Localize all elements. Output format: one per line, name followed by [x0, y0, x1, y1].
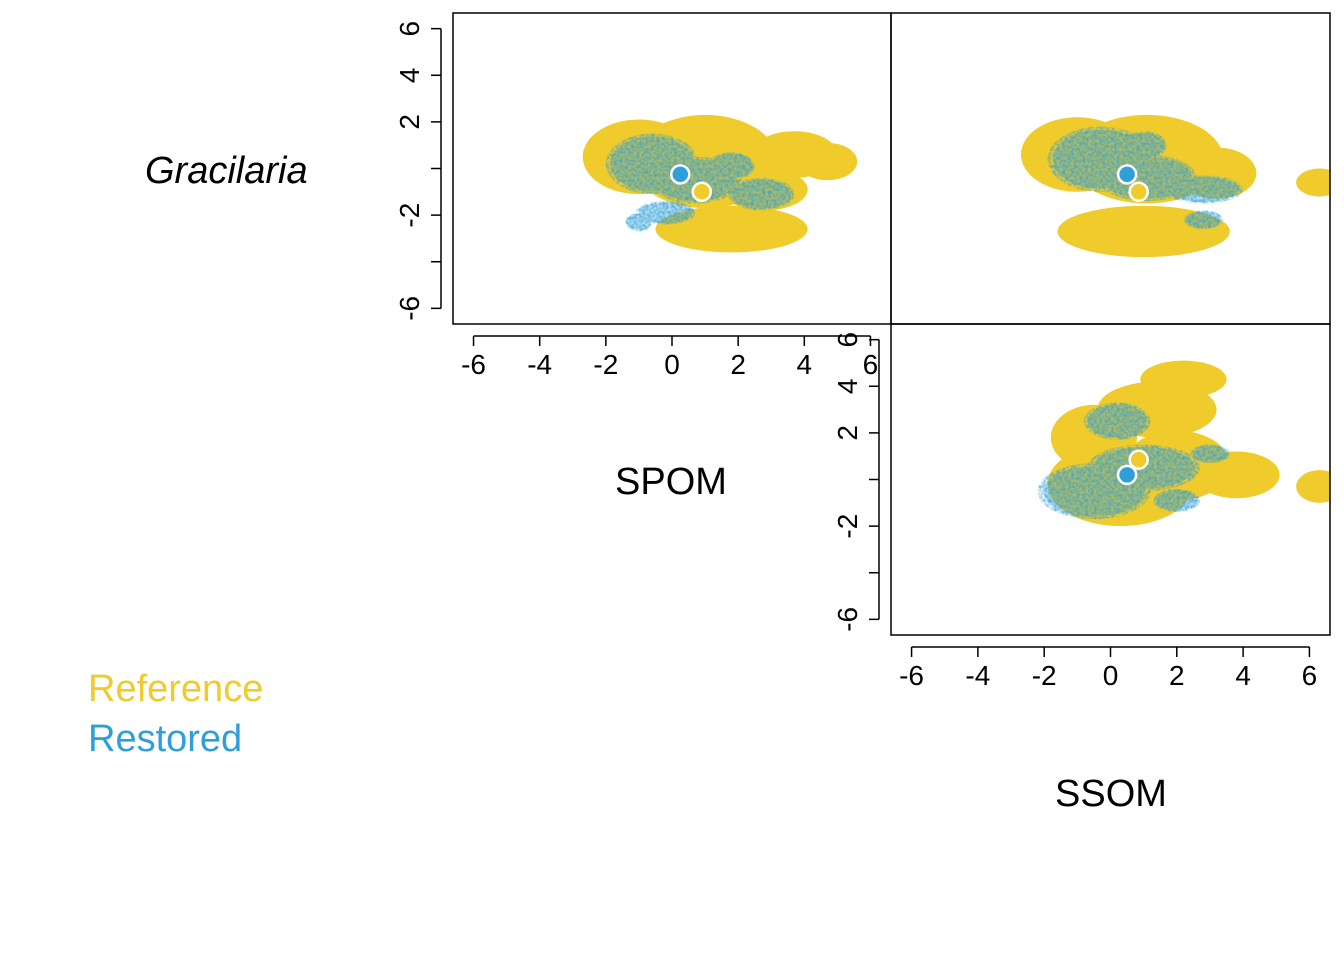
x-tick-label: 6: [1302, 660, 1318, 691]
density-blob-restored: [1120, 131, 1167, 160]
centroid-reference: [691, 181, 713, 203]
y-tick-label: 2: [832, 425, 863, 441]
x-tick-label: 6: [863, 349, 879, 380]
density-blob-restored: [1183, 210, 1224, 230]
x-tick-label: 0: [664, 349, 680, 380]
density-blob-reference: [1296, 168, 1330, 197]
y-tick-label: -6: [832, 607, 863, 632]
x-axis: -6 -4 -2 0 2 4 6: [899, 646, 1318, 691]
x-tick-label: 4: [1235, 660, 1251, 691]
y-tick-label: 2: [394, 114, 425, 130]
centroid-restored: [670, 164, 691, 185]
x-tick-label: 2: [1169, 660, 1185, 691]
panel-2: [890, 12, 1331, 325]
x-tick-label: -6: [899, 660, 924, 691]
x-tick-label: -4: [965, 660, 990, 691]
x-tick-label: 4: [797, 349, 813, 380]
density-blob-restored: [1083, 402, 1151, 440]
density-blob-reference: [1140, 360, 1227, 398]
centroid-reference: [1128, 181, 1149, 203]
x-tick-label: -4: [527, 349, 552, 380]
x-tick-label: -6: [461, 349, 486, 380]
density-blob-restored: [728, 177, 795, 211]
y-tick-label: -6: [394, 296, 425, 321]
y-axis: -6 -2 2 4 6: [394, 21, 442, 321]
x-tick-label: 2: [730, 349, 746, 380]
legend-item-reference: Reference: [88, 668, 264, 710]
y-tick-label: -2: [394, 203, 425, 228]
density-blob-reference: [797, 142, 858, 181]
legend-item-restored: Restored: [88, 718, 243, 760]
y-tick-label: 6: [394, 21, 425, 37]
density-blob-restored: [1163, 175, 1244, 204]
y-tick-label: 4: [832, 378, 863, 394]
density-blob-restored: [708, 152, 755, 181]
x-axis-label-ssom: SSOM: [1055, 773, 1167, 815]
y-tick-label: 4: [394, 67, 425, 83]
centroid-restored: [1116, 164, 1138, 185]
density-blob-restored: [635, 201, 696, 225]
x-tick-label: -2: [1032, 660, 1057, 691]
centroid-reference: [1128, 449, 1149, 470]
series-restored-cloud: [605, 133, 795, 232]
density-blob-reference: [655, 205, 808, 253]
density-blob-restored: [1153, 488, 1201, 513]
row-label-gracilaria: Gracilaria: [145, 150, 308, 192]
density-blob-reference: [1296, 470, 1330, 503]
centroid-restored: [1116, 464, 1138, 486]
x-axis: -6 -4 -2 0 2 4 6: [461, 335, 879, 380]
panel-1: -6 -4 -2 0 2 4 6 -6 -2 2 4 6: [394, 12, 892, 380]
density-blob-restored: [1190, 444, 1230, 464]
density-blob-reference: [1193, 451, 1280, 499]
x-axis-label-spom: SPOM: [615, 461, 727, 503]
y-tick-label: 6: [832, 332, 863, 348]
y-tick-label: -2: [832, 514, 863, 539]
x-tick-label: -2: [593, 349, 618, 380]
panel-frame: [890, 323, 1331, 636]
x-tick-label: 0: [1103, 660, 1119, 691]
